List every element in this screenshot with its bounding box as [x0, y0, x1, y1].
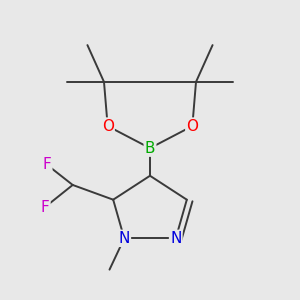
Text: N: N: [118, 231, 130, 246]
Text: F: F: [43, 157, 51, 172]
Text: B: B: [145, 141, 155, 156]
Text: O: O: [186, 118, 198, 134]
Text: F: F: [41, 200, 50, 214]
Text: O: O: [102, 118, 114, 134]
Text: N: N: [170, 231, 182, 246]
